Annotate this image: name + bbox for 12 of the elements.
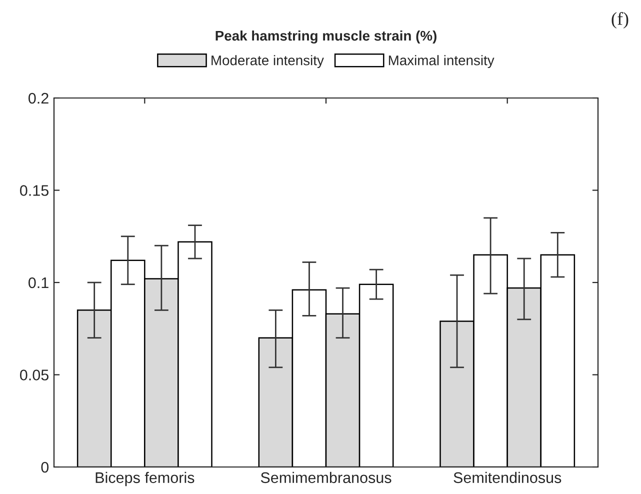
legend-label: Maximal intensity bbox=[388, 55, 494, 68]
y-tick-label: 0.15 bbox=[20, 185, 48, 196]
y-tick-label: 0.1 bbox=[28, 277, 48, 288]
legend-label: Moderate intensity bbox=[212, 55, 324, 68]
y-tick-label: 0.05 bbox=[20, 370, 48, 380]
x-tick-label: Biceps femoris bbox=[96, 472, 194, 486]
chart-title: Peak hamstring muscle strain (%) bbox=[216, 30, 436, 44]
y-tick-label: 0 bbox=[41, 462, 49, 473]
x-tick-label: Semimembranosus bbox=[260, 472, 392, 484]
y-tick-label: 0.2 bbox=[28, 92, 48, 104]
text: (f) bbox=[612, 12, 628, 29]
x-tick-label: Semitendinosus bbox=[454, 472, 562, 484]
